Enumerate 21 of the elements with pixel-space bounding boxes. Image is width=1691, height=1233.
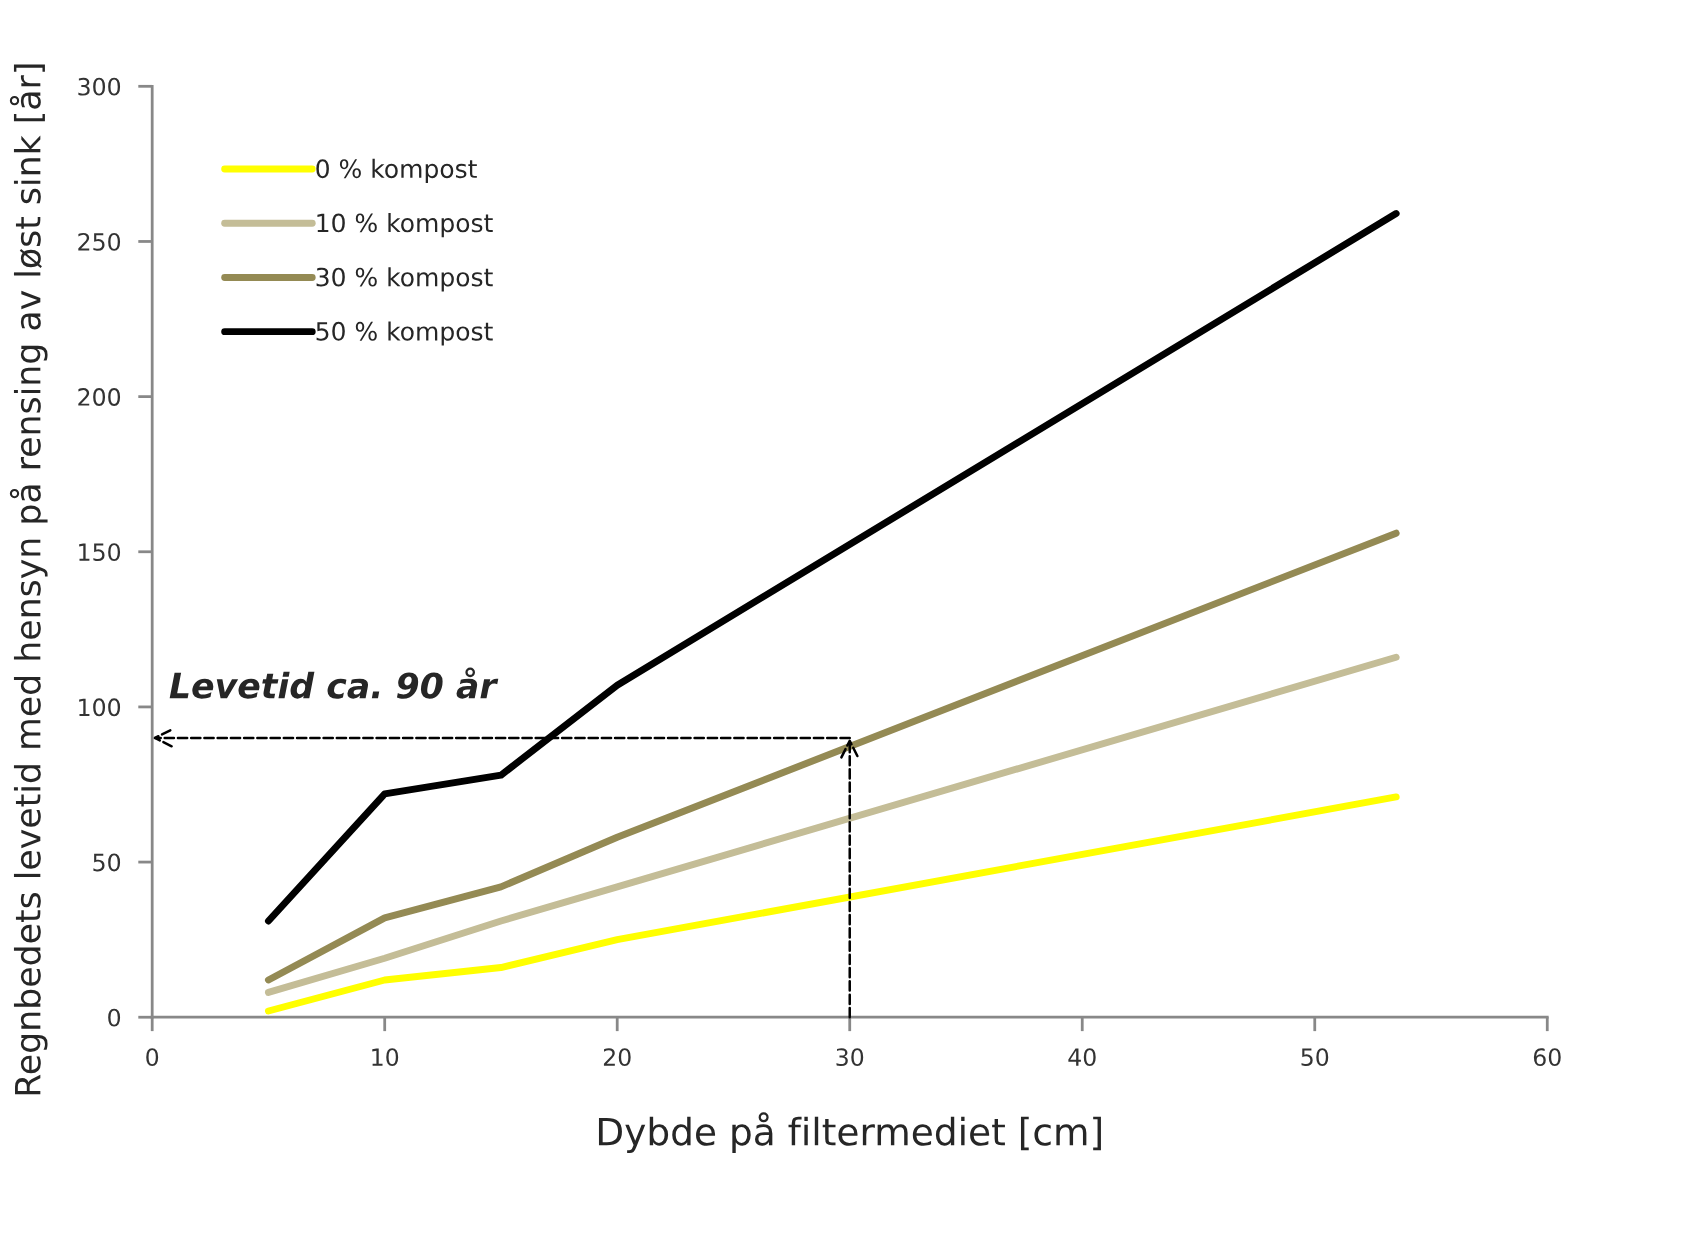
y-axis-title: Regnbedets levetid med hensyn på rensing av løst sink [år] bbox=[9, 64, 48, 1095]
x-tick-label: 30 bbox=[836, 1048, 864, 1067]
x-axis-title: Dybde på filtermediet [cm] bbox=[598, 1112, 1101, 1154]
legend-label: 0 % kompost bbox=[316, 158, 477, 184]
x-tick-label: 40 bbox=[1068, 1048, 1096, 1067]
annotation: Levetid ca. 90 år bbox=[169, 667, 499, 699]
y-tick-label: 200 bbox=[78, 388, 121, 406]
y-tick-label: 0 bbox=[108, 1008, 121, 1027]
y-tick-label: 50 bbox=[93, 853, 121, 872]
x-tick-label: 10 bbox=[372, 1048, 399, 1067]
legend-label: 50 % kompost bbox=[316, 321, 493, 346]
x-tick-label: 20 bbox=[603, 1048, 631, 1067]
x-tick-label: 50 bbox=[1301, 1048, 1329, 1067]
x-tick-label: 60 bbox=[1533, 1048, 1561, 1067]
x-tick-label: 0 bbox=[146, 1048, 159, 1067]
y-tick-label: 300 bbox=[78, 77, 121, 96]
y-tick-label: 250 bbox=[78, 232, 121, 251]
y-tick-label: 150 bbox=[79, 543, 121, 562]
legend-label: 10 % kompost bbox=[317, 213, 493, 238]
legend-label: 30 % kompost bbox=[316, 267, 493, 292]
y-tick-label: 100 bbox=[79, 698, 121, 717]
